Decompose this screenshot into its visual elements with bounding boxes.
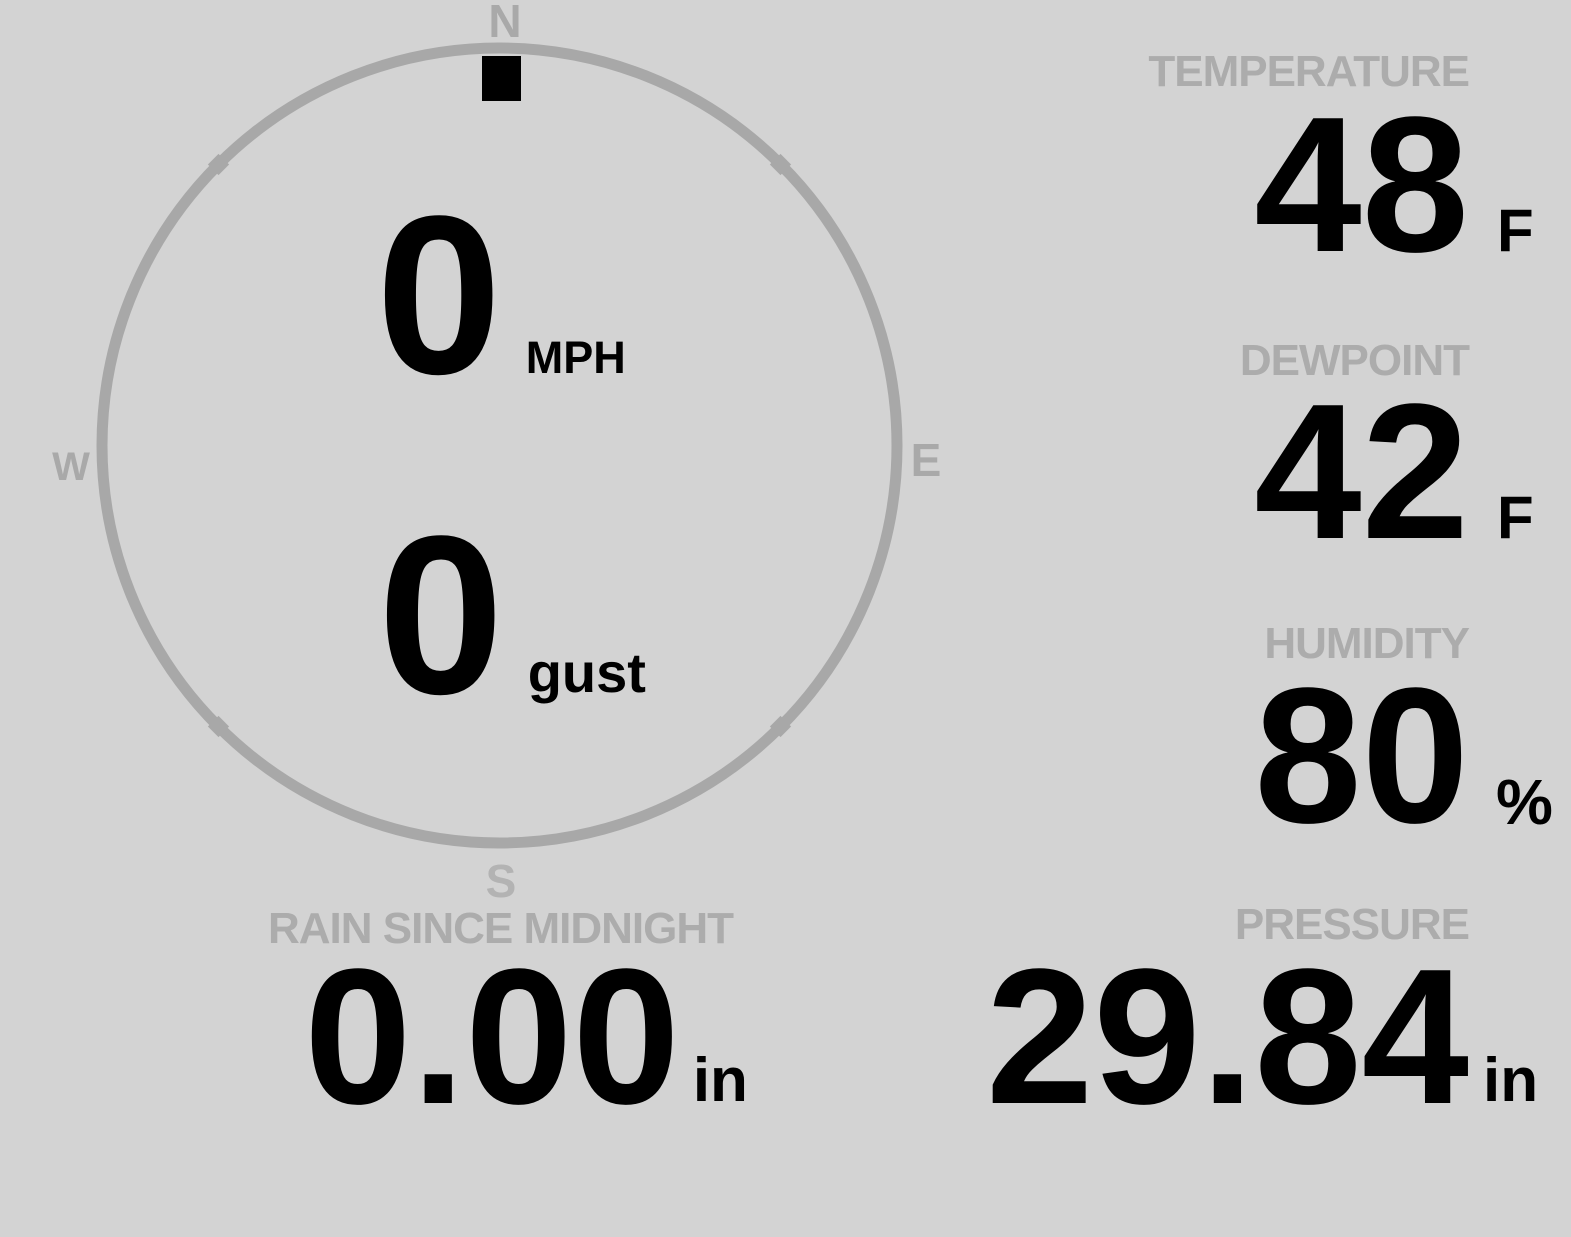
wind-compass-gauge: N S W E 0 MPH 0 gust — [0, 0, 1000, 912]
compass-tick-sw — [207, 715, 230, 738]
humidity-unit: % — [1496, 766, 1553, 838]
pressure-metric: PRESSURE 29.84 in — [986, 900, 1538, 1133]
pressure-label: PRESSURE — [1234, 900, 1470, 949]
wind-direction-marker — [482, 56, 521, 101]
pressure-value: 29.84 — [986, 928, 1469, 1144]
humidity-metric: HUMIDITY 80 % — [1254, 619, 1553, 852]
compass-east-label: E — [910, 434, 942, 486]
humidity-value: 80 — [1254, 647, 1469, 863]
humidity-label: HUMIDITY — [1264, 619, 1470, 668]
rain-value: 0.00 — [304, 928, 680, 1144]
wind-gust-unit: gust — [527, 641, 646, 704]
temperature-metric: TEMPERATURE 48 F — [1148, 47, 1533, 281]
wind-speed-value: 0 — [376, 168, 502, 421]
wind-gust-value: 0 — [378, 488, 504, 741]
wind-speed-reading: 0 MPH — [376, 168, 626, 421]
pressure-unit: in — [1483, 1046, 1539, 1115]
rain-unit: in — [692, 1046, 748, 1115]
compass-north-label: N — [488, 0, 522, 47]
dewpoint-metric: DEWPOINT 42 F — [1239, 336, 1534, 568]
rain-metric: RAIN SINCE MIDNIGHT 0.00 in — [268, 904, 748, 1133]
compass-tick-nw — [207, 153, 230, 176]
dewpoint-unit: F — [1497, 484, 1534, 551]
wind-speed-unit: MPH — [525, 332, 626, 383]
dewpoint-label: DEWPOINT — [1239, 336, 1470, 385]
rain-label: RAIN SINCE MIDNIGHT — [268, 904, 734, 953]
dewpoint-value: 42 — [1254, 363, 1469, 579]
compass-tick-ne — [769, 153, 792, 176]
temperature-value: 48 — [1254, 76, 1469, 292]
temperature-unit: F — [1497, 197, 1534, 264]
temperature-label: TEMPERATURE — [1148, 47, 1470, 96]
compass-south-label: S — [485, 855, 517, 907]
compass-west-label: W — [52, 445, 90, 489]
wind-gust-reading: 0 gust — [378, 488, 646, 741]
compass-ring-graphic — [96, 42, 903, 849]
compass-ring — [96, 42, 903, 849]
compass-tick-se — [769, 715, 792, 738]
